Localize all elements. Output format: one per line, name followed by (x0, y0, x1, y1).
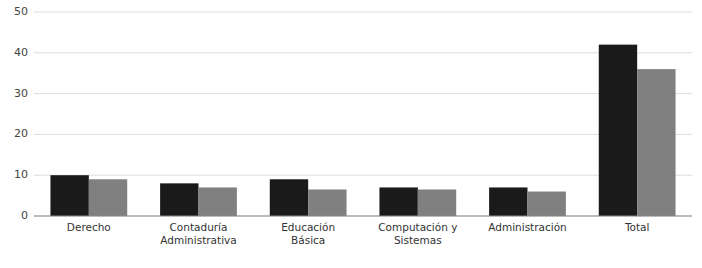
y-tick-label: 0 (21, 209, 28, 222)
bar (270, 179, 308, 216)
x-tick-label: ContaduríaAdministrativa (160, 221, 236, 246)
bar (379, 187, 417, 216)
chart-svg: 0 10 20 30 40 50 Derecho ContaduríaAdministrati… (0, 0, 702, 268)
bars (50, 45, 675, 216)
chart-container: 0 10 20 30 40 50 Derecho ContaduríaAdministrati… (0, 0, 702, 268)
y-tick-label: 10 (14, 168, 28, 181)
y-tick-label: 20 (14, 127, 28, 140)
x-axis: Derecho ContaduríaAdministrativa Educación… (67, 221, 650, 246)
bar (418, 189, 456, 216)
x-tick-label: Computación ySistemas (378, 221, 457, 246)
x-tick-label-line: Computación y (378, 221, 457, 233)
bar (599, 45, 637, 216)
bar (637, 69, 675, 216)
bar (489, 187, 527, 216)
x-axis-line (34, 216, 692, 217)
y-tick-label: 40 (14, 46, 28, 59)
grid-line (34, 134, 692, 135)
y-axis: 0 10 20 30 40 50 (14, 5, 28, 222)
bar (50, 175, 88, 216)
bar (528, 192, 566, 216)
x-tick-label: Derecho (67, 221, 111, 233)
y-tick-label: 30 (14, 87, 28, 100)
grid-line (34, 93, 692, 94)
grid-line (34, 12, 692, 13)
bar (89, 179, 127, 216)
bar (160, 183, 198, 216)
grid-line (34, 52, 692, 53)
x-tick-label: Administración (488, 221, 567, 233)
bar (308, 189, 346, 216)
y-tick-label: 50 (14, 5, 28, 18)
x-tick-label-line: Administrativa (160, 234, 236, 246)
x-tick-label-line: Derecho (67, 221, 111, 233)
grid-line (34, 175, 692, 176)
x-tick-label-line: Total (624, 221, 650, 233)
x-tick-label-line: Contaduría (170, 221, 228, 233)
x-tick-label-line: Básica (291, 234, 325, 246)
grid (34, 12, 692, 216)
x-tick-label: Total (624, 221, 650, 233)
x-tick-label-line: Administración (488, 221, 567, 233)
x-tick-label: EducaciónBásica (281, 221, 335, 246)
bar (199, 187, 237, 216)
grid-line (34, 216, 692, 217)
x-tick-label-line: Sistemas (394, 234, 442, 246)
x-tick-label-line: Educación (281, 221, 335, 233)
